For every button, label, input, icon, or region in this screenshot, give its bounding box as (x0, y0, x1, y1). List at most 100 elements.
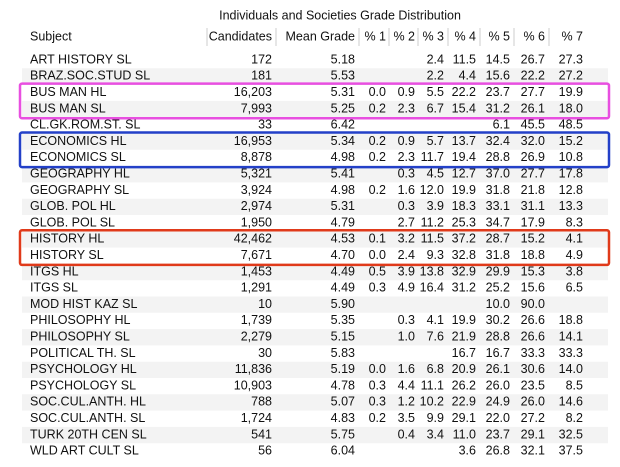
value-cell: 26.1 (521, 101, 545, 115)
header-cell: Mean Grade (286, 29, 356, 43)
value-cell: 2,279 (241, 330, 272, 344)
value-cell: 3.5 (398, 411, 415, 425)
value-cell: 13.7 (452, 134, 476, 148)
subject-cell: GEOGRAPHY HL (30, 167, 130, 181)
subject-cell: POLITICAL TH. SL (30, 346, 136, 360)
value-cell: 5.25 (331, 101, 355, 115)
value-cell: 5.19 (331, 362, 355, 376)
value-cell: 48.5 (559, 118, 583, 132)
value-cell: 22.9 (452, 395, 476, 409)
value-cell: 11.5 (453, 52, 476, 66)
subject-cell: PHILOSOPHY SL (30, 330, 130, 344)
value-cell: 26.0 (486, 378, 510, 392)
value-cell: 9.3 (427, 248, 444, 262)
value-cell: 0.0 (369, 362, 386, 376)
value-cell: 2.4 (398, 248, 415, 262)
value-cell: 172 (251, 52, 272, 66)
subject-cell: CL.GK.ROM.ST. SL (30, 118, 140, 132)
value-cell: 0.9 (398, 85, 415, 99)
value-cell: 6.42 (331, 118, 355, 132)
value-cell: 31.8 (486, 183, 510, 197)
value-cell: 30 (258, 346, 272, 360)
subject-cell: PHILOSOPHY HL (30, 313, 131, 327)
value-cell: 14.5 (486, 52, 510, 66)
header-cell: % 4 (454, 29, 476, 43)
value-cell: 27.7 (521, 85, 545, 99)
value-cell: 15.6 (521, 281, 545, 295)
value-cell: 1.6 (398, 183, 415, 197)
value-cell: 32.4 (486, 134, 510, 148)
table-title: Individuals and Societies Grade Distribu… (219, 8, 461, 22)
value-cell: 3,924 (241, 183, 272, 197)
subject-cell: ITGS SL (30, 281, 78, 295)
subject-cell: PSYCHOLOGY SL (30, 378, 136, 392)
value-cell: 19.9 (559, 85, 583, 99)
value-cell: 5.18 (331, 52, 355, 66)
value-cell: 18.8 (559, 313, 583, 327)
value-cell: 16.4 (420, 281, 444, 295)
value-cell: 12.8 (559, 183, 583, 197)
subject-cell: MOD HIST KAZ SL (30, 297, 137, 311)
value-cell: 45.5 (521, 118, 545, 132)
value-cell: 23.7 (486, 85, 510, 99)
value-cell: 0.2 (369, 183, 386, 197)
header-cell: % 7 (561, 29, 583, 43)
value-cell: 32.0 (521, 134, 545, 148)
value-cell: 11.7 (421, 150, 444, 164)
value-cell: 5.53 (331, 69, 355, 83)
value-cell: 27.3 (559, 52, 583, 66)
subject-cell: GEOGRAPHY SL (30, 183, 129, 197)
header-cell: % 3 (422, 29, 444, 43)
value-cell: 3.2 (398, 232, 415, 246)
value-cell: 18.8 (521, 248, 545, 262)
value-cell: 4.1 (427, 313, 444, 327)
value-cell: 6.04 (331, 444, 355, 458)
value-cell: 31.2 (452, 281, 476, 295)
value-cell: 4.79 (331, 215, 355, 229)
value-cell: 26.6 (521, 330, 545, 344)
value-cell: 12.0 (420, 183, 444, 197)
value-cell: 25.3 (452, 215, 476, 229)
value-cell: 29.1 (452, 411, 476, 425)
value-cell: 0.0 (369, 248, 386, 262)
value-cell: 5.90 (331, 297, 355, 311)
value-cell: 3.4 (427, 427, 444, 441)
value-cell: 4.70 (331, 248, 355, 262)
value-cell: 0.4 (398, 427, 415, 441)
subject-cell: ECONOMICS SL (30, 150, 126, 164)
value-cell: 32.9 (452, 264, 476, 278)
value-cell: 4.98 (331, 183, 355, 197)
value-cell: 2.2 (427, 69, 444, 83)
value-cell: 28.7 (486, 232, 510, 246)
value-cell: 1.2 (398, 395, 415, 409)
value-cell: 1,739 (241, 313, 272, 327)
value-cell: 1.0 (398, 330, 415, 344)
value-cell: 26.8 (486, 444, 510, 458)
value-cell: 0.3 (398, 199, 415, 213)
value-cell: 3.9 (398, 264, 415, 278)
header-cell: Candidates (209, 29, 272, 43)
value-cell: 5.5 (427, 85, 444, 99)
subject-cell: WLD ART CULT SL (30, 444, 139, 458)
value-cell: 30.6 (521, 362, 545, 376)
value-cell: 56 (258, 444, 272, 458)
value-cell: 788 (251, 395, 272, 409)
value-cell: 15.6 (486, 69, 510, 83)
value-cell: 19.9 (452, 313, 476, 327)
value-cell: 2.3 (398, 150, 415, 164)
value-cell: 31.1 (521, 199, 545, 213)
value-cell: 24.9 (486, 395, 510, 409)
value-cell: 23.5 (521, 378, 545, 392)
value-cell: 17.9 (521, 215, 545, 229)
value-cell: 25.2 (486, 281, 510, 295)
value-cell: 5.31 (331, 85, 355, 99)
value-cell: 0.3 (398, 313, 415, 327)
value-cell: 26.9 (521, 150, 545, 164)
value-cell: 8,878 (241, 150, 272, 164)
value-cell: 31.8 (486, 248, 510, 262)
value-cell: 2.7 (398, 215, 415, 229)
value-cell: 0.2 (369, 134, 386, 148)
value-cell: 4.49 (331, 264, 355, 278)
value-cell: 15.3 (521, 264, 545, 278)
value-cell: 5.35 (331, 313, 355, 327)
